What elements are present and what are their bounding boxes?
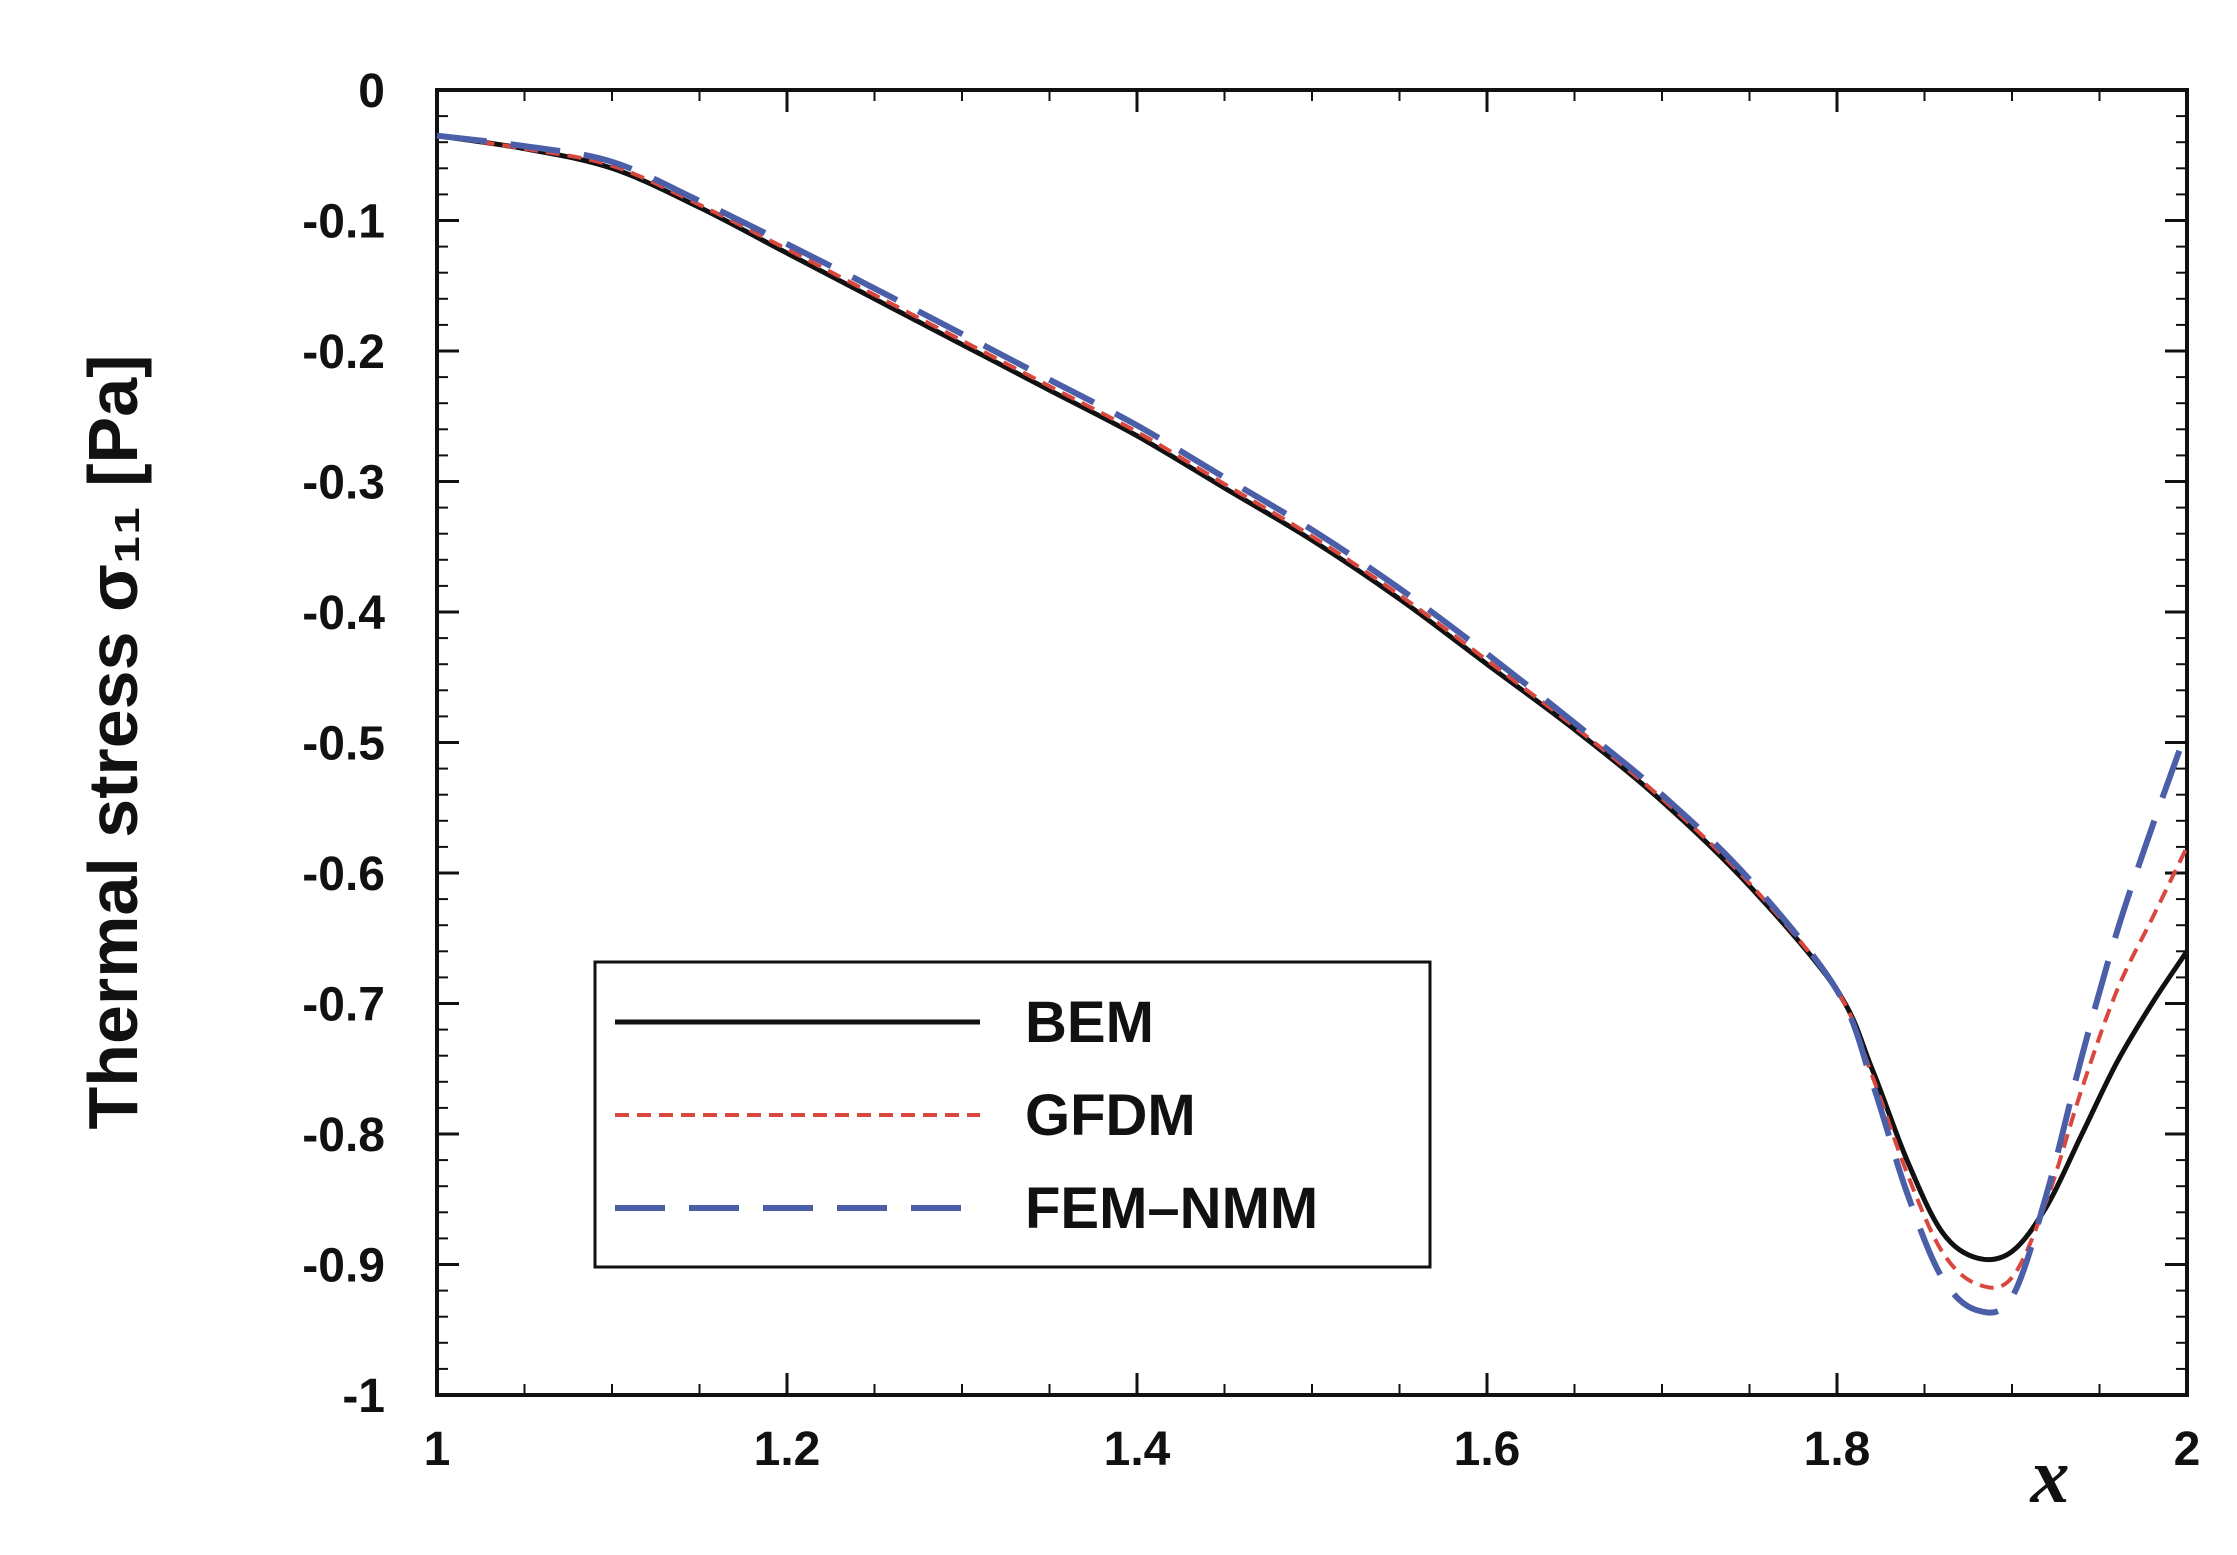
legend-label-gfdm: GFDM (1025, 1083, 1196, 1148)
series-line-gfdm (436, 133, 2189, 1290)
legend-label-bem: BEM (1025, 990, 1154, 1055)
y-tick-label: -0.1 (302, 196, 385, 249)
x-tick-label: 2 (2174, 1423, 2201, 1476)
x-tick-label: 1 (424, 1423, 451, 1476)
x-axis-label: x (2030, 1432, 2070, 1519)
series-line-bem (436, 133, 2190, 1263)
legend-label-fem-nmm: FEM–NMM (1025, 1176, 1318, 1241)
x-tick-label: 1.2 (754, 1423, 821, 1476)
y-tick-label: -0.4 (302, 587, 385, 640)
y-tick-label: 0 (358, 65, 385, 118)
x-tick-label: 1.6 (1454, 1423, 1521, 1476)
y-tick-label: -0.9 (302, 1240, 385, 1293)
y-axis-label: Thermal stress σ₁₁ [Pa] (74, 355, 152, 1130)
y-tick-label: -0.5 (302, 718, 385, 771)
x-tick-label: 1.4 (1104, 1423, 1171, 1476)
ticks (435, 88, 2189, 1397)
y-tick-label: -0.8 (302, 1109, 385, 1162)
legend: BEM GFDM FEM–NMM (593, 960, 1432, 1269)
y-tick-label: -0.6 (302, 848, 385, 901)
y-tick-label: -0.3 (302, 457, 385, 510)
y-tick-label: -1 (342, 1370, 385, 1423)
tick-labels: 1 1.2 1.4 1.6 1.8 2 0 -0.1 -0.2 -0.3 -0.4 -0.5 -0.6 -… (302, 65, 2200, 1476)
y-tick-label: -0.2 (302, 326, 385, 379)
series-line-fem-nmm (436, 132, 2190, 1316)
x-tick-label: 1.8 (1804, 1423, 1871, 1476)
y-tick-label: -0.7 (302, 979, 385, 1032)
series-lines (436, 132, 2190, 1316)
